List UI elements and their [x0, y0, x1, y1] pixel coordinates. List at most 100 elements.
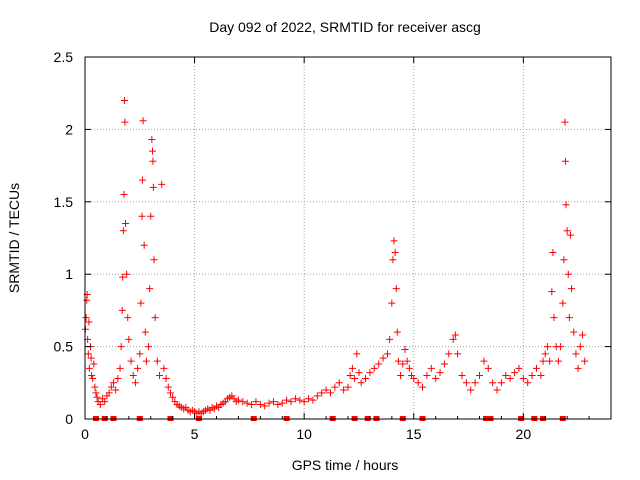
- data-point: [554, 357, 562, 365]
- data-points: [81, 96, 589, 421]
- data-point: [454, 350, 462, 358]
- data-point: [120, 191, 128, 199]
- data-point: [82, 314, 90, 322]
- data-point: [114, 374, 122, 382]
- data-point: [269, 398, 277, 406]
- data-point: [449, 335, 457, 343]
- x-tick-label: 10: [296, 426, 312, 442]
- data-point: [458, 372, 466, 380]
- data-point: [322, 386, 330, 394]
- axis-ticks: 0 5 10 15 20 0 0.5 1 1.5 2 2.5: [54, 49, 612, 442]
- data-point: [261, 402, 269, 410]
- x-tick-label: 20: [516, 426, 532, 442]
- data-point: [138, 212, 146, 220]
- data-point: [136, 350, 144, 358]
- data-point: [119, 273, 127, 281]
- y-tick-label: 2.5: [54, 49, 74, 65]
- data-point: [370, 364, 378, 372]
- data-point: [445, 350, 453, 358]
- data-point: [89, 374, 97, 382]
- data-point: [265, 399, 273, 407]
- data-point: [300, 398, 308, 406]
- data-point: [150, 256, 158, 264]
- data-point: [287, 398, 295, 406]
- data-point: [379, 354, 387, 362]
- data-point: [480, 357, 488, 365]
- data-point: [88, 372, 96, 380]
- data-point: [109, 379, 117, 387]
- data-point: [572, 350, 580, 358]
- data-point: [105, 389, 113, 397]
- data-point: [107, 383, 115, 391]
- data-point: [351, 374, 359, 382]
- data-point: [403, 357, 411, 365]
- data-point: [156, 372, 164, 380]
- y-tick-label: 2: [65, 121, 73, 137]
- data-point: [326, 389, 334, 397]
- data-point: [471, 379, 479, 387]
- data-point: [528, 372, 536, 380]
- data-point: [414, 379, 422, 387]
- data-point: [401, 345, 409, 353]
- data-point: [561, 118, 569, 126]
- data-point: [96, 401, 104, 409]
- data-point: [560, 256, 568, 264]
- data-point: [423, 372, 431, 380]
- data-point: [397, 372, 405, 380]
- data-point: [145, 343, 153, 351]
- data-point: [574, 364, 582, 372]
- data-point: [394, 357, 402, 365]
- data-point: [386, 335, 394, 343]
- data-point: [366, 369, 374, 377]
- grid-lines: [85, 57, 611, 419]
- data-point: [493, 386, 501, 394]
- data-point: [405, 364, 413, 372]
- data-point: [519, 374, 527, 382]
- data-point: [550, 314, 558, 322]
- data-point: [375, 360, 383, 368]
- data-point: [484, 364, 492, 372]
- data-point: [234, 396, 242, 404]
- data-point: [160, 364, 168, 372]
- data-point: [283, 396, 291, 404]
- data-point: [124, 314, 132, 322]
- data-point: [149, 183, 157, 191]
- x-tick-label: 5: [191, 426, 199, 442]
- data-point: [158, 180, 166, 188]
- data-point: [497, 379, 505, 387]
- data-point: [546, 357, 554, 365]
- data-point: [476, 372, 483, 380]
- data-point: [239, 398, 247, 406]
- data-point: [355, 369, 363, 377]
- data-point: [427, 364, 435, 372]
- data-point: [91, 383, 99, 391]
- data-point: [362, 374, 370, 382]
- data-point: [388, 299, 396, 307]
- data-point: [383, 350, 391, 358]
- y-tick-label: 1: [65, 266, 73, 282]
- data-point: [252, 398, 260, 406]
- data-point: [122, 220, 130, 228]
- data-point: [581, 357, 589, 365]
- data-point: [543, 343, 551, 351]
- data-point: [399, 360, 407, 368]
- data-point: [92, 389, 100, 397]
- data-point: [432, 374, 440, 382]
- data-point: [149, 157, 157, 165]
- data-point: [393, 328, 401, 336]
- data-point: [462, 379, 470, 387]
- data-point: [559, 299, 567, 307]
- data-point: [410, 374, 418, 382]
- data-point: [274, 401, 282, 409]
- data-point: [331, 383, 339, 391]
- data-point: [318, 389, 326, 397]
- data-point: [537, 372, 545, 380]
- data-point: [557, 343, 565, 351]
- data-point: [489, 379, 497, 387]
- data-point: [340, 386, 348, 394]
- data-point: [169, 393, 177, 401]
- data-point: [291, 395, 299, 403]
- data-point: [166, 389, 174, 397]
- data-point: [502, 372, 510, 380]
